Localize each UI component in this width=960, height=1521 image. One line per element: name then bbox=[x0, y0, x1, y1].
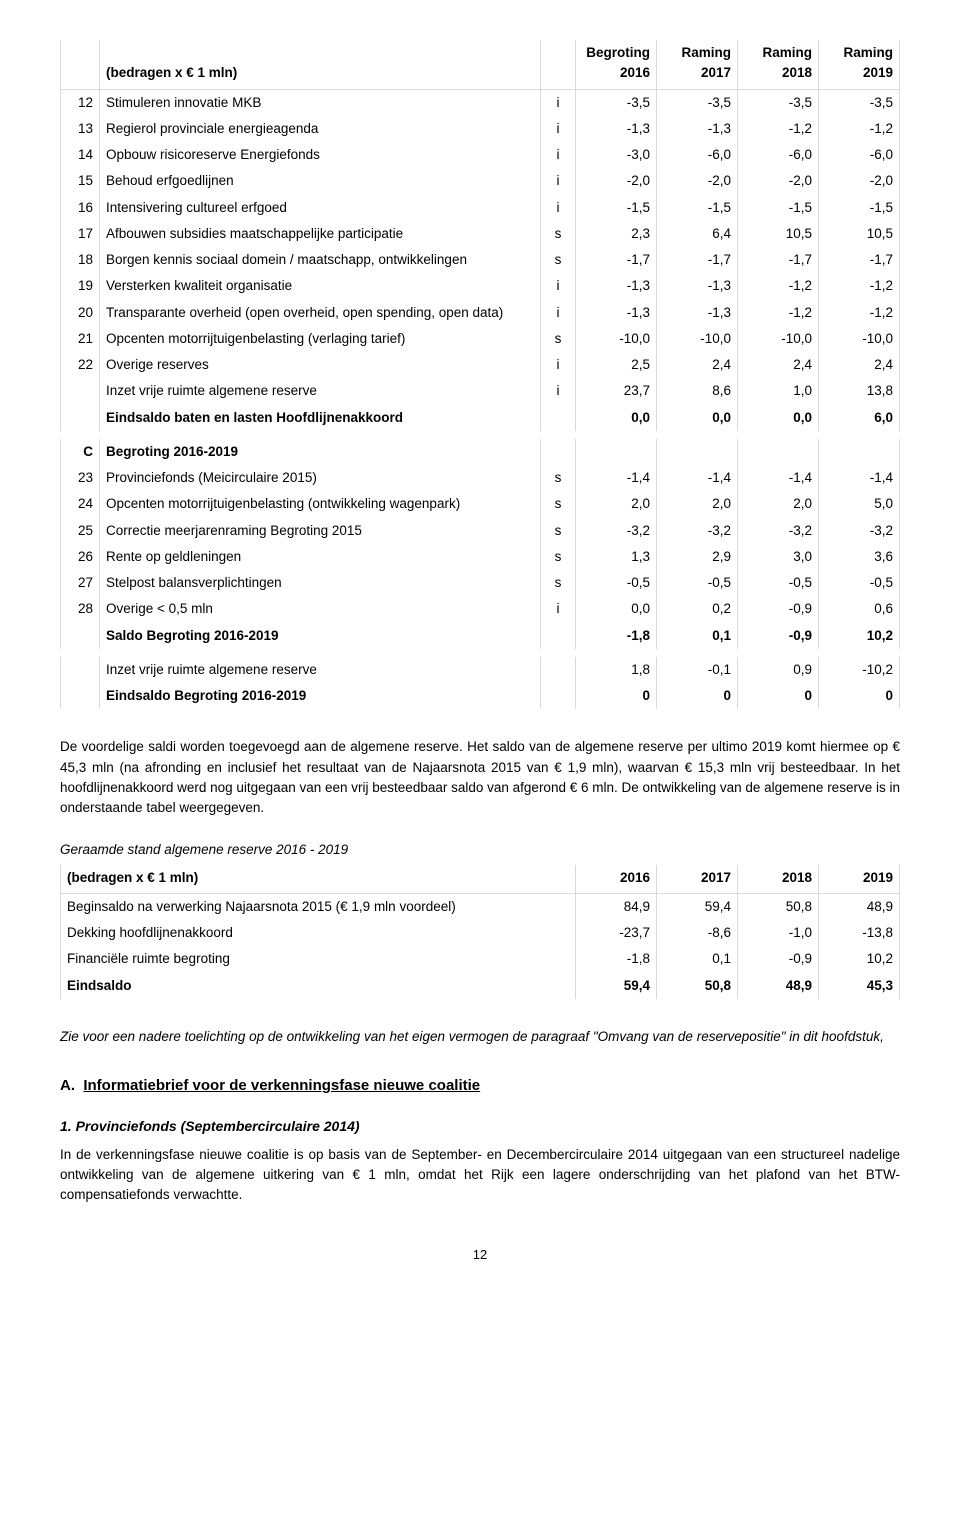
table-row: Financiële ruimte begroting-1,80,1-0,910… bbox=[61, 946, 900, 972]
table-row: 23Provinciefonds (Meicirculaire 2015)s-1… bbox=[61, 465, 900, 491]
table-row: 27Stelpost balansverplichtingens-0,5-0,5… bbox=[61, 570, 900, 596]
t2-col-desc: (bedragen x € 1 mln) bbox=[61, 865, 576, 894]
table-row: 26Rente op geldleningens1,32,93,03,6 bbox=[61, 544, 900, 570]
table-row: 28Overige < 0,5 mlni0,00,2-0,90,6 bbox=[61, 596, 900, 622]
table-row: Beginsaldo na verwerking Najaarsnota 201… bbox=[61, 893, 900, 920]
table-row: 12Stimuleren innovatie MKBi-3,5-3,5-3,5-… bbox=[61, 89, 900, 116]
section-a-title: A. Informatiebrief voor de verkenningsfa… bbox=[60, 1075, 900, 1098]
table-row: 20Transparante overheid (open overheid, … bbox=[61, 300, 900, 326]
t2-col-2019: 2019 bbox=[819, 865, 900, 894]
reserve-table: (bedragen x € 1 mln) 2016 2017 2018 2019… bbox=[60, 865, 900, 999]
col-2018: Raming2018 bbox=[738, 40, 819, 89]
table-row: 25Correctie meerjarenraming Begroting 20… bbox=[61, 518, 900, 544]
table-row: Eindsaldo Begroting 2016-20190000 bbox=[61, 683, 900, 709]
table-row: 19Versterken kwaliteit organisatiei-1,3-… bbox=[61, 273, 900, 299]
para-reference: Zie voor een nadere toelichting op de on… bbox=[60, 1027, 900, 1047]
table-row: Dekking hoofdlijnenakkoord-23,7-8,6-1,0-… bbox=[61, 920, 900, 946]
col-code bbox=[541, 40, 576, 89]
table-row: Saldo Begroting 2016-2019-1,80,1-0,910,2 bbox=[61, 623, 900, 649]
table-row: 14Opbouw risicoreserve Energiefondsi-3,0… bbox=[61, 142, 900, 168]
t2-col-2016: 2016 bbox=[576, 865, 657, 894]
table-row: 22Overige reservesi2,52,42,42,4 bbox=[61, 352, 900, 378]
budget-table-main: (bedragen x € 1 mln) Begroting2016 Ramin… bbox=[60, 40, 900, 709]
table-row: Inzet vrije ruimte algemene reserve1,8-0… bbox=[61, 657, 900, 683]
table-row: 24Opcenten motorrijtuigenbelasting (ontw… bbox=[61, 491, 900, 517]
table-row: 17Afbouwen subsidies maatschappelijke pa… bbox=[61, 221, 900, 247]
col-2019: Raming2019 bbox=[819, 40, 900, 89]
sub1-title: 1. Provinciefonds (Septembercirculaire 2… bbox=[60, 1116, 900, 1137]
col-idx bbox=[61, 40, 100, 89]
t2-col-2017: 2017 bbox=[657, 865, 738, 894]
table-row: 18Borgen kennis sociaal domein / maatsch… bbox=[61, 247, 900, 273]
t2-col-2018: 2018 bbox=[738, 865, 819, 894]
col-2017: Raming2017 bbox=[657, 40, 738, 89]
table-row: Eindsaldo59,450,848,945,3 bbox=[61, 973, 900, 999]
table-row: CBegroting 2016-2019 bbox=[61, 439, 900, 465]
table-row: Eindsaldo baten en lasten Hoofdlijnenakk… bbox=[61, 405, 900, 431]
para-reserve-explanation: De voordelige saldi worden toegevoegd aa… bbox=[60, 737, 900, 818]
col-desc: (bedragen x € 1 mln) bbox=[100, 40, 541, 89]
table-row: 13Regierol provinciale energieagendai-1,… bbox=[61, 116, 900, 142]
col-2016: Begroting2016 bbox=[576, 40, 657, 89]
table-row: 15Behoud erfgoedlijneni-2,0-2,0-2,0-2,0 bbox=[61, 168, 900, 194]
table-row: Inzet vrije ruimte algemene reservei23,7… bbox=[61, 378, 900, 404]
table-row: 21Opcenten motorrijtuigenbelasting (verl… bbox=[61, 326, 900, 352]
table-row: 16Intensivering cultureel erfgoedi-1,5-1… bbox=[61, 195, 900, 221]
sub1-para: In de verkenningsfase nieuwe coalitie is… bbox=[60, 1145, 900, 1206]
t2-caption: Geraamde stand algemene reserve 2016 - 2… bbox=[60, 840, 900, 860]
page-number: 12 bbox=[60, 1245, 900, 1265]
